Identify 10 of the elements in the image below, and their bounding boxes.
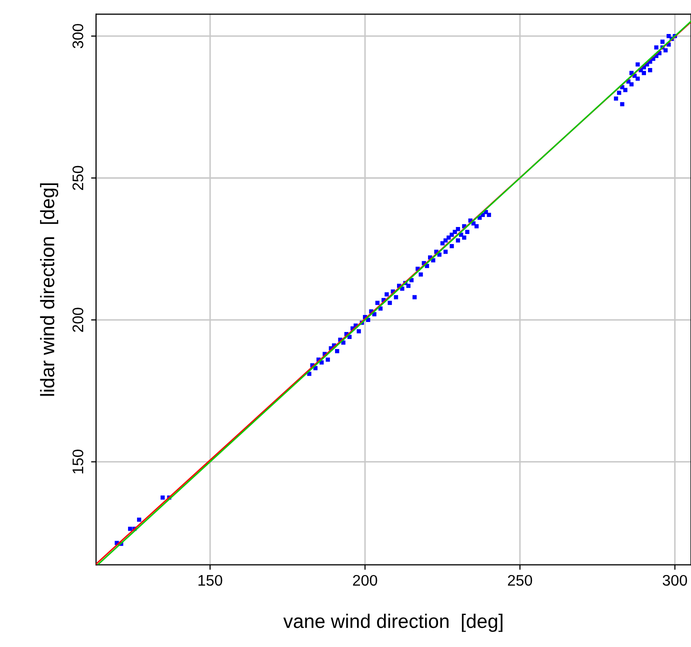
y-tick-label: 250 <box>72 166 84 190</box>
x-axis-title: vane wind direction [deg] <box>283 614 502 632</box>
y-axis-title: lidar wind direction [deg] <box>40 183 58 396</box>
x-tick-label: 250 <box>508 574 532 586</box>
x-tick-label: 200 <box>353 574 378 586</box>
y-tick-label: 200 <box>72 308 84 332</box>
x-tick-label: 300 <box>662 574 688 586</box>
x-tick-label: 150 <box>198 574 222 586</box>
y-tick-label: 300 <box>72 24 84 48</box>
y-tick-label: 150 <box>72 450 84 474</box>
